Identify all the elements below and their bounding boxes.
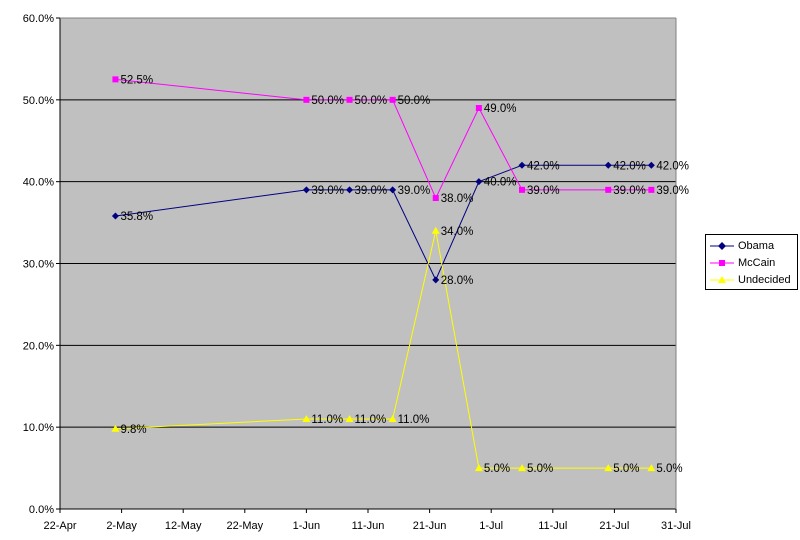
marker-undecided <box>518 464 526 472</box>
marker-mccain <box>605 186 612 193</box>
data-label-obama: 28.0% <box>441 275 474 287</box>
x-tick-label: 1-Jun <box>293 520 321 532</box>
tick-labels: 0.0% 10.0% 20.0% 30.0% 40.0% 50.0% 60.0% 22-Apr… <box>23 13 691 532</box>
marker-mccain <box>519 186 525 193</box>
marker-obama <box>432 276 440 284</box>
x-tick-label: 11-Jun <box>352 520 385 532</box>
legend-item-mccain: McCain <box>709 254 797 271</box>
data-label-undecided: 5.0% <box>527 463 553 475</box>
legend-symbol-mccain <box>710 259 734 266</box>
data-label-obama: 42.0% <box>527 160 560 172</box>
marker-obama <box>518 161 526 169</box>
data-label-mccain: 39.0% <box>656 185 689 197</box>
marker-mccain <box>346 96 353 103</box>
data-label-mccain: 52.5% <box>120 74 153 86</box>
marker-undecided <box>111 424 120 432</box>
data-label-undecided: 5.0% <box>656 463 682 475</box>
legend: Obama McCain Undecided <box>705 234 798 290</box>
marker-undecided <box>302 414 311 422</box>
marker-obama <box>389 186 397 194</box>
x-tick-label: 22-Apr <box>43 520 76 532</box>
data-label-obama: 39.0% <box>355 185 388 197</box>
legend-label-obama: Obama <box>738 239 775 252</box>
marker-undecided <box>345 414 354 422</box>
marker-undecided <box>388 414 397 422</box>
x-tick-label: 12-May <box>165 520 202 532</box>
data-label-mccain: 50.0% <box>398 95 431 107</box>
data-label-mccain: 38.0% <box>441 193 474 205</box>
marker-obama <box>647 161 655 169</box>
data-label-obama: 39.0% <box>398 185 431 197</box>
axes <box>56 17 677 513</box>
data-label-undecided: 5.0% <box>613 463 639 475</box>
marker-undecided <box>604 464 613 472</box>
marker-obama <box>111 212 119 220</box>
marker-mccain <box>475 105 482 112</box>
x-tick-label: 21-Jul <box>599 520 629 532</box>
data-label-obama: 40.0% <box>484 177 517 189</box>
marker-mccain <box>432 195 439 202</box>
legend-label-undecided: Undecided <box>738 273 791 286</box>
data-label-undecided: 11.0% <box>398 414 430 426</box>
y-tick-label: 30.0% <box>23 259 54 271</box>
marker-mccain <box>389 96 396 103</box>
marker-obama <box>346 186 354 194</box>
marker-obama <box>604 161 612 169</box>
y-tick-label: 0.0% <box>29 504 54 516</box>
data-label-obama: 42.0% <box>613 160 646 172</box>
data-markers <box>111 76 656 472</box>
x-tick-label: 21-Jun <box>413 520 447 532</box>
marker-mccain <box>112 76 119 83</box>
data-label-mccain: 39.0% <box>527 185 560 197</box>
y-tick-label: 10.0% <box>23 422 54 434</box>
data-label-obama: 39.0% <box>311 185 344 197</box>
legend-symbol-undecided <box>710 275 734 283</box>
legend-item-obama: Obama <box>709 237 797 254</box>
data-label-mccain: 50.0% <box>311 95 344 107</box>
y-tick-label: 40.0% <box>23 177 54 189</box>
marker-mccain <box>648 186 655 193</box>
x-tick-label: 31-Jul <box>661 520 691 532</box>
marker-undecided <box>647 464 656 472</box>
data-label-undecided: 11.0% <box>355 414 387 426</box>
data-label-undecided: 34.0% <box>441 226 474 238</box>
data-label-undecided: 9.8% <box>120 424 146 436</box>
y-tick-label: 60.0% <box>23 13 54 25</box>
legend-item-undecided: Undecided <box>709 271 797 288</box>
data-label-mccain: 49.0% <box>484 103 517 115</box>
data-label-obama: 42.0% <box>656 160 689 172</box>
data-labels: 35.8% 39.0% 39.0% 39.0% 28.0% 40.0% 42.0% 42.0%… <box>120 74 689 475</box>
data-label-undecided: 5.0% <box>484 463 510 475</box>
y-tick-label: 20.0% <box>23 340 54 352</box>
x-tick-label: 22-May <box>226 520 263 532</box>
x-tick-label: 2-May <box>106 520 137 532</box>
marker-undecided <box>431 226 440 234</box>
legend-label-mccain: McCain <box>738 256 776 269</box>
marker-obama <box>302 186 310 194</box>
x-tick-label: 1-Jul <box>479 520 503 532</box>
data-label-mccain: 50.0% <box>355 95 388 107</box>
data-label-mccain: 39.0% <box>613 185 646 197</box>
y-tick-label: 50.0% <box>23 95 54 107</box>
data-label-obama: 35.8% <box>120 211 153 223</box>
data-label-undecided: 11.0% <box>311 414 343 426</box>
marker-undecided <box>474 464 483 472</box>
marker-mccain <box>303 96 310 103</box>
marker-obama <box>475 178 483 186</box>
legend-symbol-obama <box>710 241 734 250</box>
x-tick-label: 11-Jul <box>538 520 567 532</box>
